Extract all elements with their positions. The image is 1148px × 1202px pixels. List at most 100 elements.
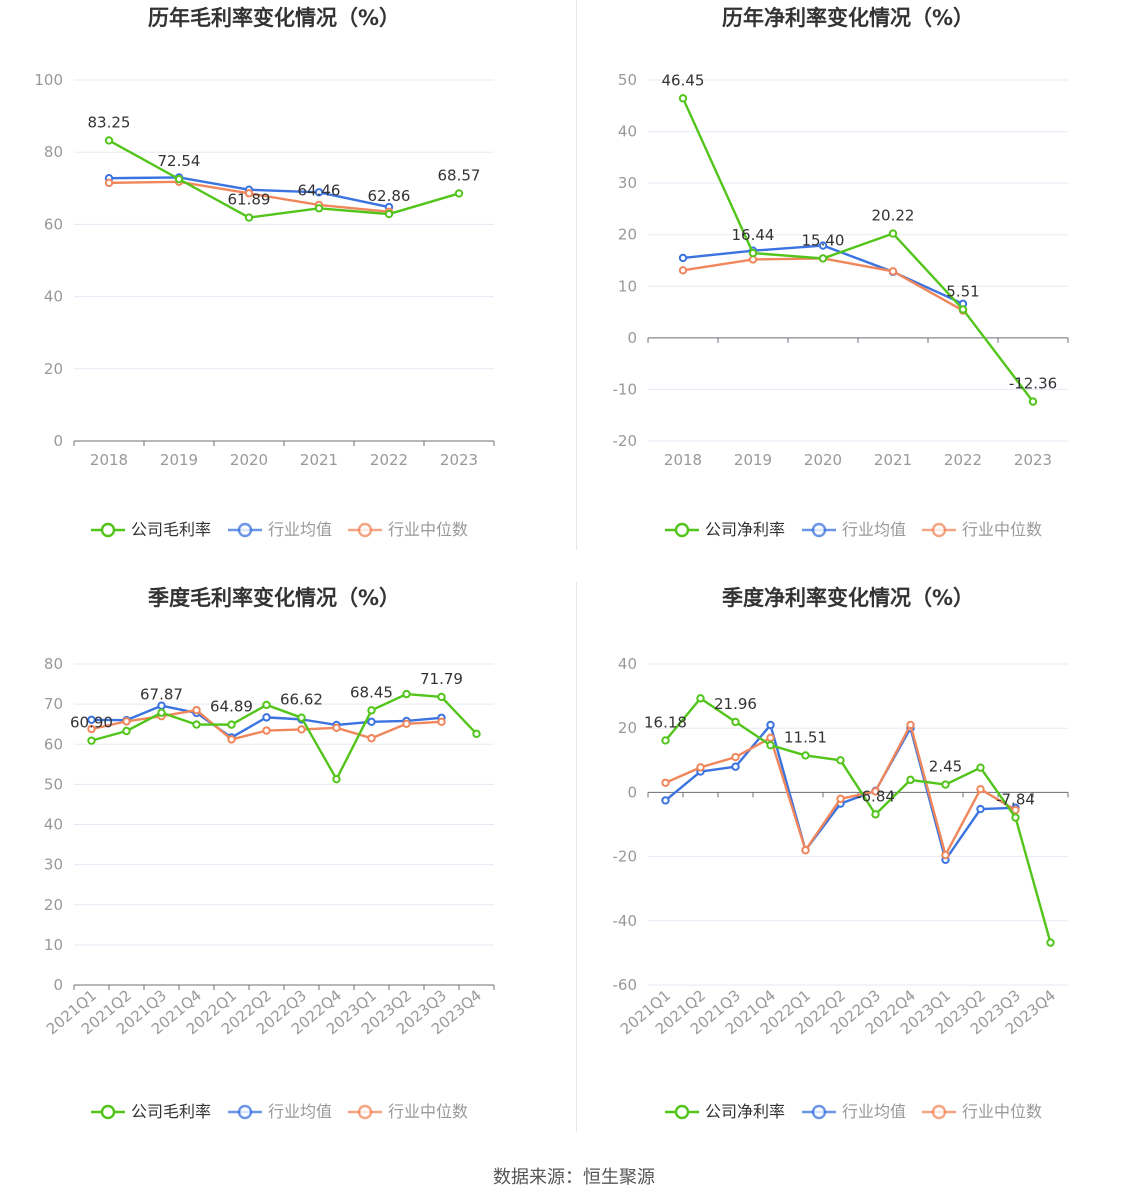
data-point-median [1011,805,1020,815]
data-point-median [437,717,446,726]
data-point-company [332,774,341,784]
data-label: 46.45 [662,71,705,89]
data-point-median [836,794,845,804]
legend-label-company: 公司净利率 [705,520,785,539]
legend-marker-avg [237,522,253,538]
x-tick-label: 2019 [734,451,772,469]
chart-svg: 历年毛利率变化情况（%） 0 20 40 60 80 100 2018 2019 2020 2021… [34,6,495,539]
data-point-median [104,178,114,188]
data-point-company [1046,938,1055,947]
data-point-company [976,763,985,772]
legend-label-company: 公司净利率 [705,1102,785,1121]
chart-panel-quarterly-net-margin: 季度净利率变化情况（%） -60 -40 -20 0 20 40 2021Q1 2021Q2 20… [574,580,1148,1160]
data-point-company [367,706,376,715]
data-label: 72.54 [158,152,201,170]
legend-label-median: 行业中位数 [388,520,468,539]
y-tick-label: 30 [618,174,637,192]
y-tick-label: 80 [44,655,63,673]
data-point-avg [976,804,985,814]
legend-label-median: 行业中位数 [962,1102,1042,1121]
data-point-company [262,700,271,710]
y-tick-label: 70 [44,695,63,713]
x-tick-label: 2020 [230,451,268,469]
data-label: 64.89 [210,698,253,716]
series-line-company [681,97,1034,403]
legend-label-avg: 行业均值 [268,1102,332,1121]
data-point-avg [818,241,828,250]
data-point-company [818,254,828,263]
data-label: 68.57 [438,166,481,184]
data-label: 61.89 [228,191,271,209]
data-point-median [661,778,670,787]
data-point-company [402,689,411,699]
x-tick-label: 2023 [440,451,478,469]
data-point-company [244,213,254,222]
x-tick-label: 2021 [874,451,912,469]
y-tick-label: 10 [618,277,637,295]
legend-marker-median [357,522,373,538]
data-point-company [87,736,96,745]
legend-label-avg: 行业均值 [842,520,906,539]
chart-panel-annual-gross-margin: 历年毛利率变化情况（%） 0 20 40 60 80 100 2018 2019 2020 2021… [0,0,574,580]
chart-svg: 季度净利率变化情况（%）-60-40-20020402021Q12021Q220… [613,586,1069,1121]
data-point-avg [314,188,324,197]
data-label: 62.86 [368,187,411,205]
y-tick-label: 30 [44,856,63,874]
data-label: -6.84 [856,787,895,805]
legend-label-company: 公司毛利率 [131,1102,211,1121]
data-point-median [678,266,688,275]
data-label: 68.45 [350,683,393,701]
chart-title: 历年净利率变化情况（%） [722,6,974,30]
y-tick-label: 100 [34,71,63,89]
data-point-company [314,204,324,213]
data-point-company [437,692,446,702]
data-point-median [801,845,810,855]
series-line-company [664,697,1052,943]
data-point-company [157,708,166,717]
y-tick-label: 60 [44,215,63,233]
legend-label-avg: 行业均值 [842,1102,906,1121]
data-point-avg [678,253,688,263]
y-tick-label: -20 [613,432,638,450]
chart-panel-annual-net-margin: 历年净利率变化情况（%） -20 -10 0 10 20 30 40 50 2018 2019 202… [574,0,1148,580]
x-tick-label: 2018 [664,451,702,469]
series-line-company [91,692,478,781]
y-tick-label: 20 [44,896,63,914]
data-point-median [122,717,131,726]
y-tick-label: 0 [627,783,637,801]
x-tick-label: 2021 [300,451,338,469]
data-label: 11.51 [784,728,827,746]
y-tick-label: 20 [618,226,637,244]
data-point-median [941,850,950,860]
data-point-avg [262,713,271,722]
data-source-label: 数据来源：恒生聚源 [493,1167,655,1188]
data-point-avg [87,715,96,724]
x-tick-label: 2020 [804,451,842,469]
y-tick-label: 50 [44,775,63,793]
data-point-avg [766,720,775,730]
data-label: -7.84 [996,791,1035,809]
data-label: 16.18 [644,713,687,731]
y-tick-label: -20 [613,848,638,866]
chart-panel-quarterly-gross-margin: 季度毛利率变化情况（%） 0 10 20 30 40 50 60 70 80 2021Q1 2021Q… [0,580,574,1160]
data-label: 60.90 [70,714,113,732]
data-point-median [297,725,306,734]
legend-marker-median [931,522,947,538]
data-point-median [871,787,880,796]
chart-title: 季度毛利率变化情况（%） [148,586,400,610]
legend-marker-company [674,522,690,538]
data-point-company [384,209,394,219]
y-tick-label: 10 [44,936,63,954]
data-point-median [87,724,96,734]
data-point-company [906,775,915,785]
data-point-company [696,694,705,703]
data-point-company [122,726,131,736]
chart-svg: 历年净利率变化情况（%） -20 -10 0 10 20 30 40 50 2018 2019 202… [613,6,1069,539]
data-point-company [454,189,464,198]
y-tick-label: 40 [618,123,637,141]
data-label: 67.87 [140,686,183,704]
data-label: 15.40 [802,231,845,249]
y-tick-label: -40 [613,912,638,930]
data-point-median [888,267,898,276]
data-label: 5.51 [946,282,979,300]
